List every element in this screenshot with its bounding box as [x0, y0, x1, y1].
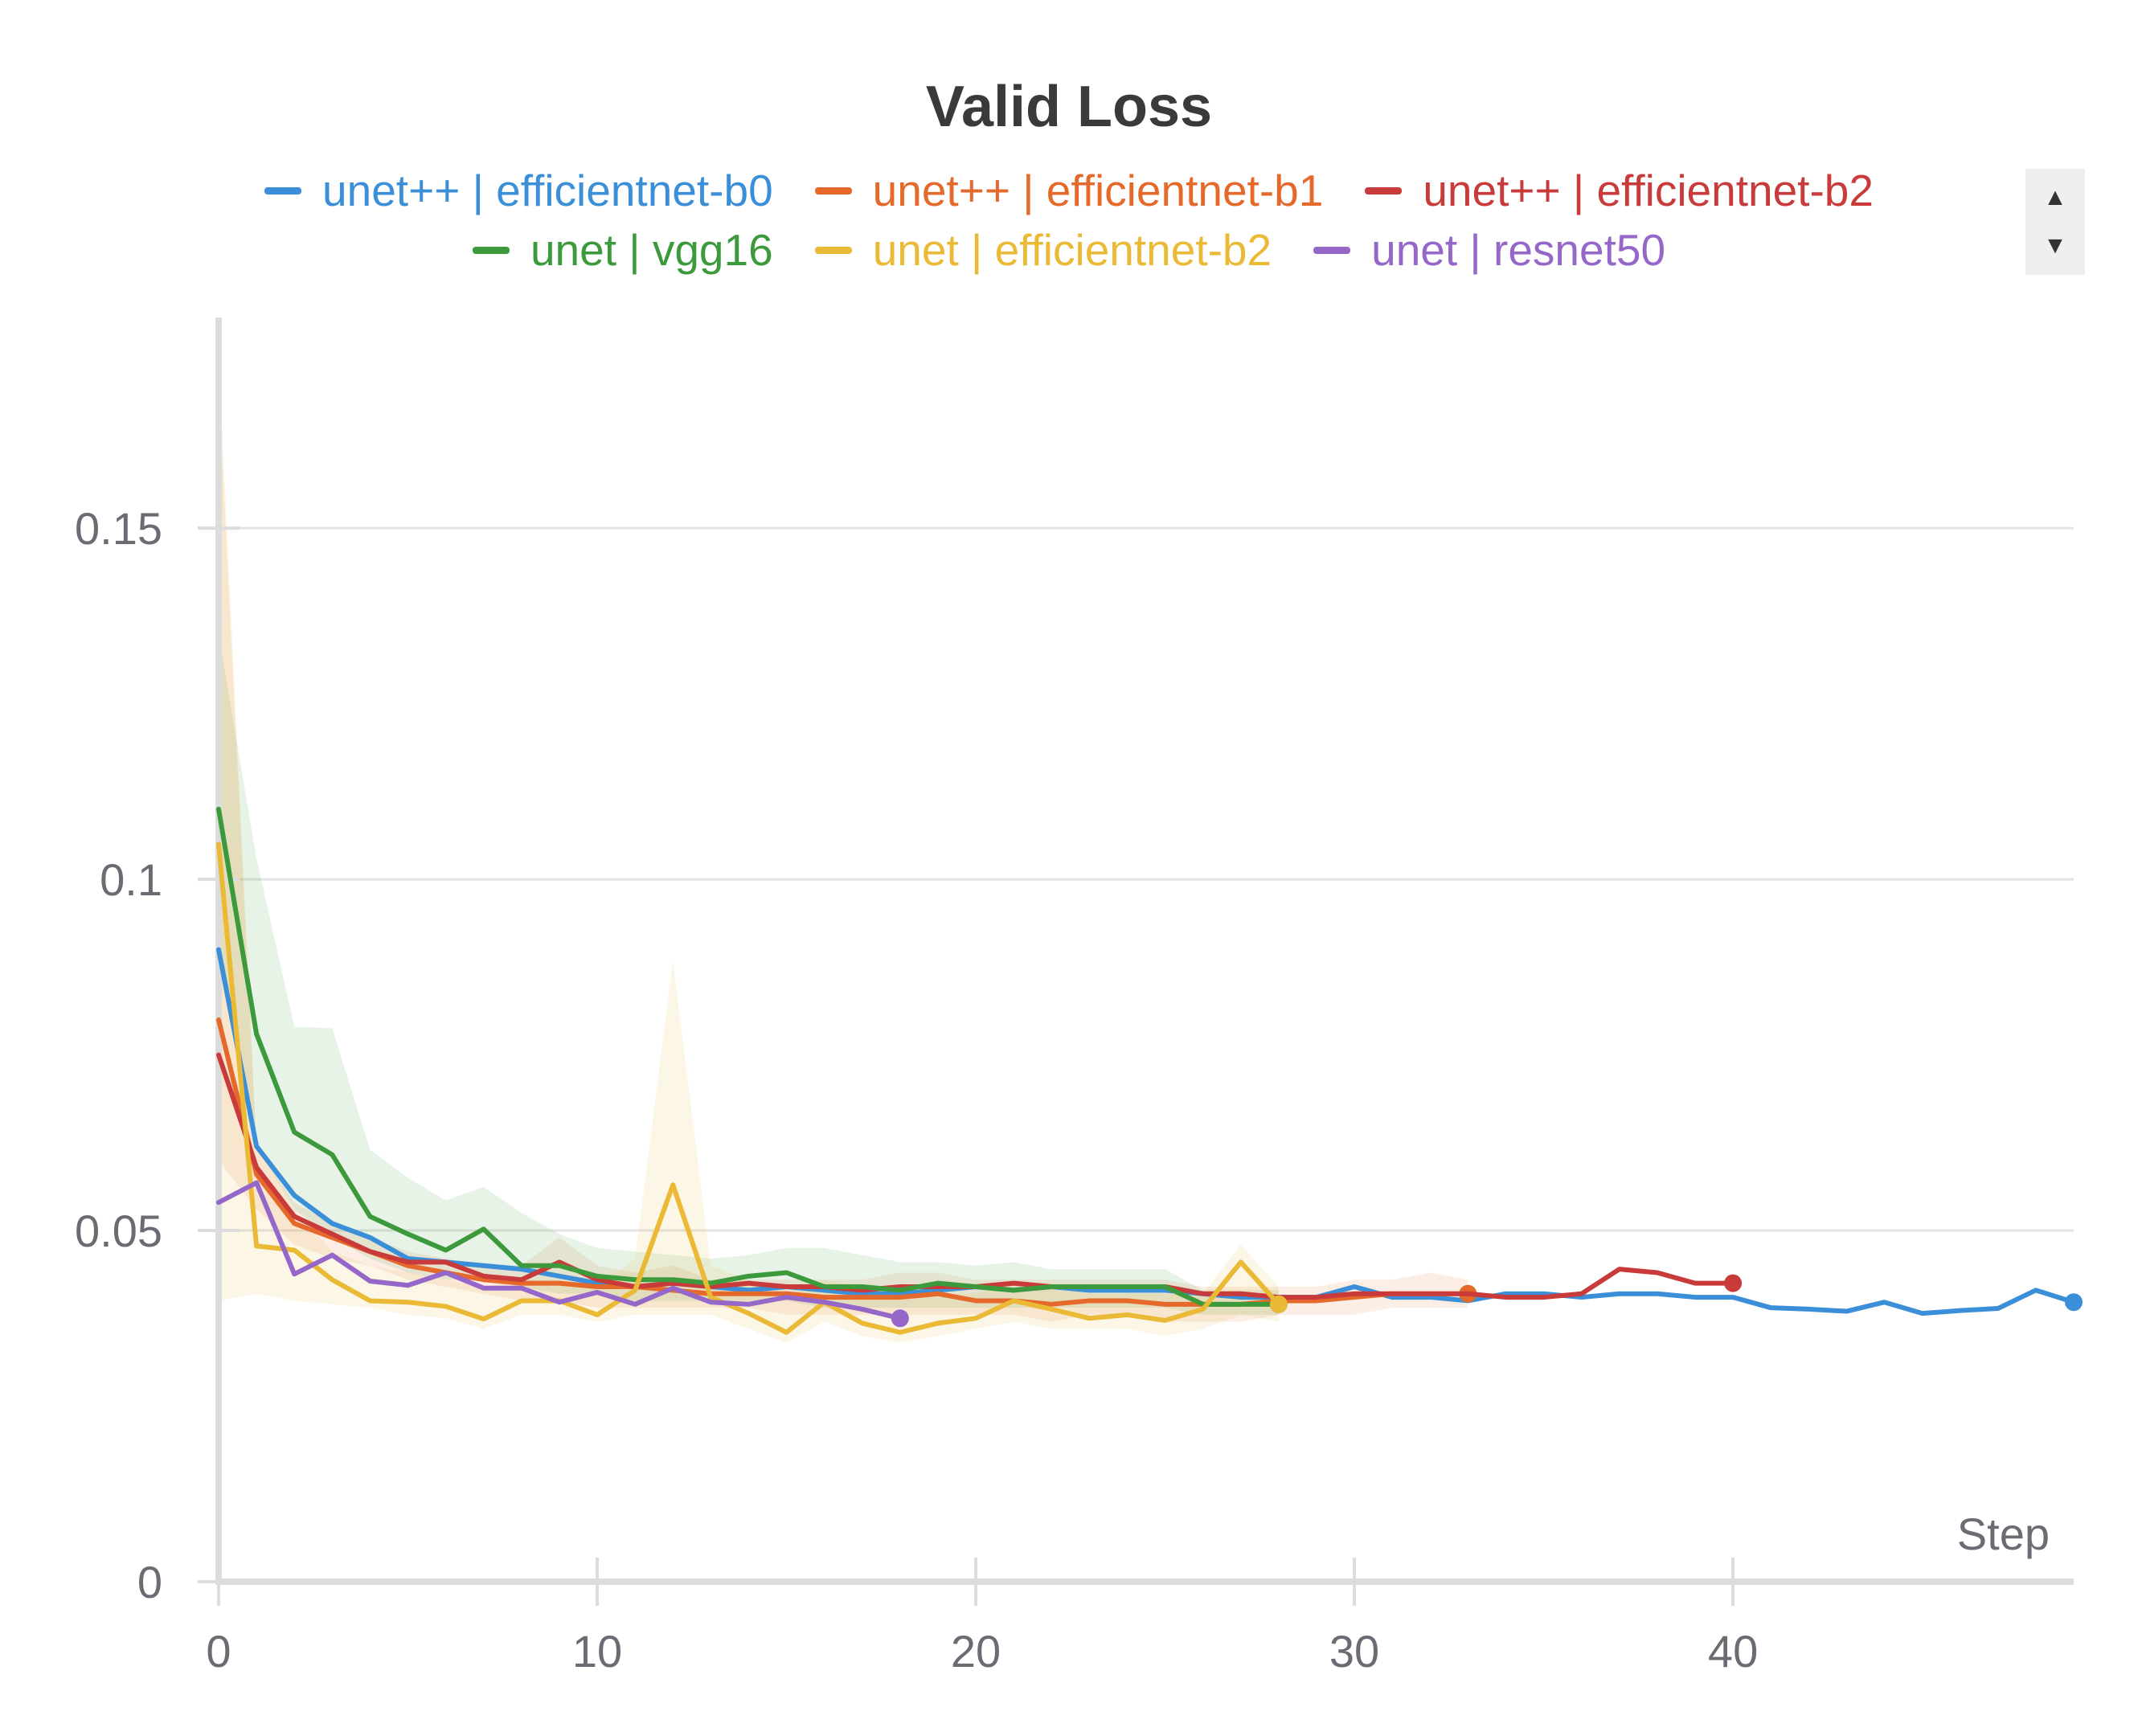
legend-label: unet | efficientnet-b2	[872, 225, 1272, 275]
legend-swatch	[472, 246, 510, 254]
legend-label: unet | vgg16	[530, 225, 773, 275]
y-tick-label: 0	[137, 1557, 162, 1607]
series-end-point	[1269, 1295, 1288, 1313]
y-tick-label: 0.15	[75, 503, 162, 554]
series-2	[216, 1052, 1743, 1300]
x-tick-label: 20	[951, 1626, 1001, 1677]
y-tick-label: 0.05	[75, 1206, 162, 1256]
series-line	[216, 806, 1281, 1307]
legend-item-unet-effb2[interactable]: unet | efficientnet-b2	[814, 224, 1272, 276]
legend-label: unet | resnet50	[1371, 225, 1666, 275]
series-end-point	[1724, 1274, 1743, 1292]
legend-label: unet++ | efficientnet-b2	[1423, 166, 1874, 215]
chart-title: Valid Loss	[925, 75, 1213, 139]
series-band	[219, 633, 1279, 1315]
x-tick-label: 30	[1329, 1626, 1379, 1677]
legend-scroll-down-button[interactable]: ▼	[2025, 222, 2085, 270]
series-5	[216, 1180, 909, 1328]
series-line	[216, 841, 1281, 1335]
series-line	[216, 1180, 903, 1321]
legend-item-unet-vgg16[interactable]: unet | vgg16	[472, 224, 773, 276]
legend-row-1: unet++ | efficientnet-b0 unet++ | effici…	[0, 161, 2138, 220]
y-tick-label: 0.1	[100, 854, 162, 905]
legend-scroll-up-button[interactable]: ▲	[2025, 174, 2085, 222]
legend-item-unetpp-effb2[interactable]: unet++ | efficientnet-b2	[1365, 165, 1874, 216]
triangle-down-icon: ▼	[2043, 232, 2067, 259]
series-line	[216, 1052, 1736, 1300]
legend-item-unetpp-effb1[interactable]: unet++ | efficientnet-b1	[814, 165, 1324, 216]
legend-swatch	[814, 186, 852, 194]
triangle-up-icon: ▲	[2043, 184, 2067, 211]
legend-swatch	[1365, 186, 1403, 194]
legend-label: unet++ | efficientnet-b1	[872, 166, 1324, 215]
x-tick-label: 10	[572, 1626, 622, 1677]
legend-swatch	[814, 246, 852, 254]
series-end-point	[891, 1309, 909, 1328]
series-end-point	[2065, 1293, 2083, 1312]
legend-scroll: ▲ ▼	[2025, 169, 2085, 275]
series-band	[219, 352, 1279, 1343]
legend-swatch	[1313, 246, 1351, 254]
series-0	[216, 947, 2083, 1316]
legend-item-unetpp-effb0[interactable]: unet++ | efficientnet-b0	[264, 165, 773, 216]
x-tick-label: 0	[206, 1626, 231, 1677]
legend-item-unet-resnet50[interactable]: unet | resnet50	[1313, 224, 1665, 276]
legend-row-2: unet | vgg16 unet | efficientnet-b2 unet…	[0, 220, 2138, 280]
series-line	[216, 947, 2076, 1316]
legend-swatch	[264, 186, 302, 194]
x-tick-label: 40	[1708, 1626, 1758, 1677]
series-4	[216, 841, 1288, 1335]
legend: unet++ | efficientnet-b0 unet++ | effici…	[0, 161, 2138, 280]
x-axis-label: Step	[1957, 1509, 2050, 1559]
legend-label: unet++ | efficientnet-b0	[322, 166, 773, 215]
